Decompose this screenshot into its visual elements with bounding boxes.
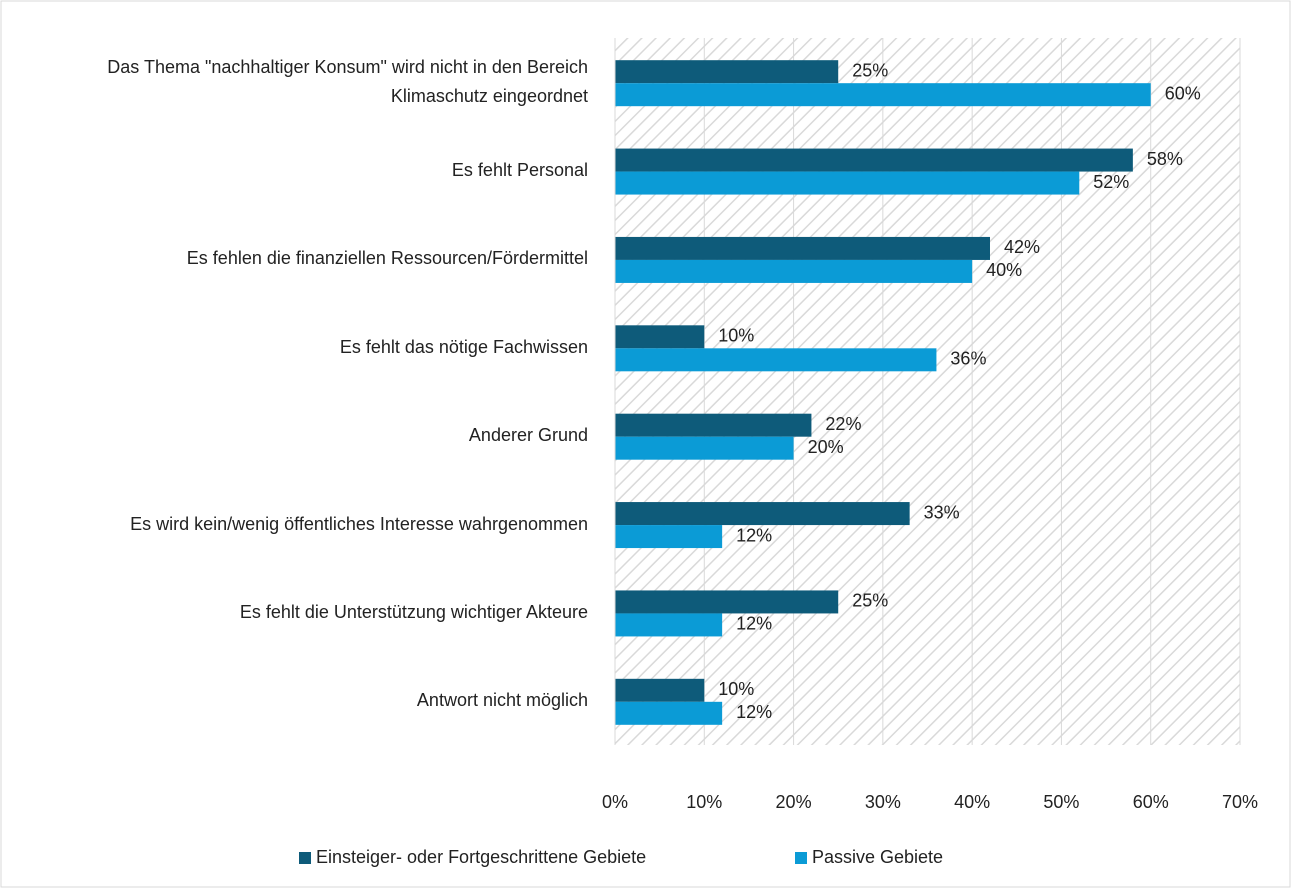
category-label: Es fehlt das nötige Fachwissen xyxy=(13,303,588,391)
value-label: 40% xyxy=(986,260,1022,280)
value-label: 12% xyxy=(736,702,772,722)
category-label: Anderer Grund xyxy=(13,392,588,480)
value-label: 22% xyxy=(825,414,861,434)
value-label: 52% xyxy=(1093,172,1129,192)
category-text: Anderer Grund xyxy=(468,425,588,446)
category-label: Antwort nicht möglich xyxy=(13,657,588,745)
bar xyxy=(615,259,973,283)
x-tick-label: 20% xyxy=(776,792,812,812)
category-text: Es fehlen die finanziellen Ressourcen/Fö… xyxy=(186,248,588,269)
category-text: Es fehlt Personal xyxy=(451,160,588,181)
value-label: 58% xyxy=(1147,149,1183,169)
value-label: 12% xyxy=(736,614,772,634)
bar xyxy=(615,436,794,460)
value-label: 10% xyxy=(718,326,754,346)
category-text: Antwort nicht möglich xyxy=(416,690,588,711)
bar xyxy=(615,502,910,526)
legend-swatch xyxy=(299,852,311,864)
bar xyxy=(615,236,990,260)
value-label: 10% xyxy=(718,679,754,699)
category-label: Es fehlen die finanziellen Ressourcen/Fö… xyxy=(13,215,588,303)
value-label: 60% xyxy=(1165,83,1201,103)
bar xyxy=(615,348,937,372)
bar xyxy=(615,413,812,437)
x-tick-label: 50% xyxy=(1043,792,1079,812)
bar xyxy=(615,701,723,725)
bar xyxy=(615,525,723,549)
bar xyxy=(615,171,1080,195)
bar xyxy=(615,325,705,349)
x-tick-label: 10% xyxy=(686,792,722,812)
bar xyxy=(615,678,705,702)
category-text: Es fehlt das nötige Fachwissen xyxy=(339,336,588,357)
value-label: 20% xyxy=(808,437,844,457)
category-text: Es fehlt die Unterstützung wichtiger Akt… xyxy=(239,601,588,622)
x-tick-label: 70% xyxy=(1222,792,1258,812)
value-label: 25% xyxy=(852,60,888,80)
value-label: 36% xyxy=(950,349,986,369)
x-tick-label: 60% xyxy=(1133,792,1169,812)
category-text: Es wird kein/wenig öffentliches Interess… xyxy=(130,513,588,534)
bar xyxy=(615,148,1133,172)
category-text: Das Thema "nachhaltiger Konsum" wird nic… xyxy=(107,57,588,107)
bar xyxy=(615,60,839,84)
legend-label: Einsteiger- oder Fortgeschrittene Gebiet… xyxy=(316,847,646,867)
x-tick-label: 0% xyxy=(602,792,628,812)
x-tick-label: 30% xyxy=(865,792,901,812)
category-label: Es fehlt die Unterstützung wichtiger Akt… xyxy=(13,568,588,656)
bar xyxy=(615,83,1151,107)
plot-background xyxy=(615,38,1240,745)
bar xyxy=(615,590,839,614)
value-label: 42% xyxy=(1004,237,1040,257)
category-label: Es wird kein/wenig öffentliches Interess… xyxy=(118,480,588,568)
x-tick-label: 40% xyxy=(954,792,990,812)
value-label: 33% xyxy=(924,502,960,522)
value-label: 25% xyxy=(852,591,888,611)
legend-swatch xyxy=(795,852,807,864)
category-label: Es fehlt Personal xyxy=(13,126,588,214)
bar xyxy=(615,613,723,637)
value-label: 12% xyxy=(736,525,772,545)
legend-label: Passive Gebiete xyxy=(812,847,943,867)
category-label: Das Thema "nachhaltiger Konsum" wird nic… xyxy=(13,38,588,126)
